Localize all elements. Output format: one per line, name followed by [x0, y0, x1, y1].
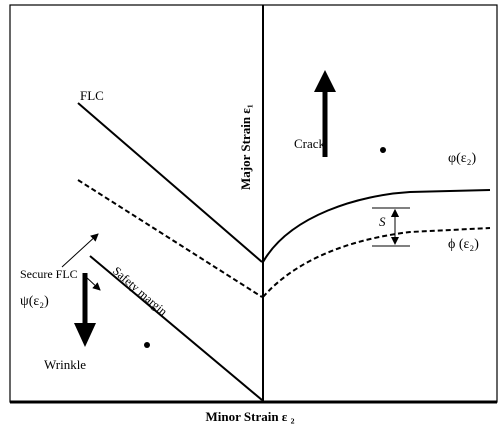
psi-line [89, 255, 263, 401]
secure-flc-label: Secure FLC [20, 267, 78, 281]
psi-label: ψ(ε₂) [20, 294, 49, 309]
dot [144, 342, 150, 348]
pointer [84, 275, 101, 291]
upper-curve-label: φ(ε₂) [448, 151, 477, 166]
crack-label: Crack [294, 136, 326, 151]
lower-curve-label: ϕ (ε₂) [448, 237, 479, 252]
flc-line [77, 102, 263, 263]
x-axis-label: Minor Strain ε ₂ [205, 409, 294, 424]
crack-arrowhead [314, 70, 336, 92]
flc-label: FLC [80, 88, 104, 103]
upper-curve [262, 189, 491, 263]
y-axis-label: Major Strain ε₁ [238, 104, 253, 190]
wrinkle-arrowhead [74, 323, 96, 347]
lower-curve [262, 227, 491, 298]
wrinkle-label: Wrinkle [44, 357, 86, 372]
dot [380, 147, 386, 153]
safety-margin-label: Safety margin [110, 264, 170, 319]
pointer [61, 233, 99, 268]
s-label: S [379, 214, 386, 229]
secure-flc-line [77, 179, 263, 298]
